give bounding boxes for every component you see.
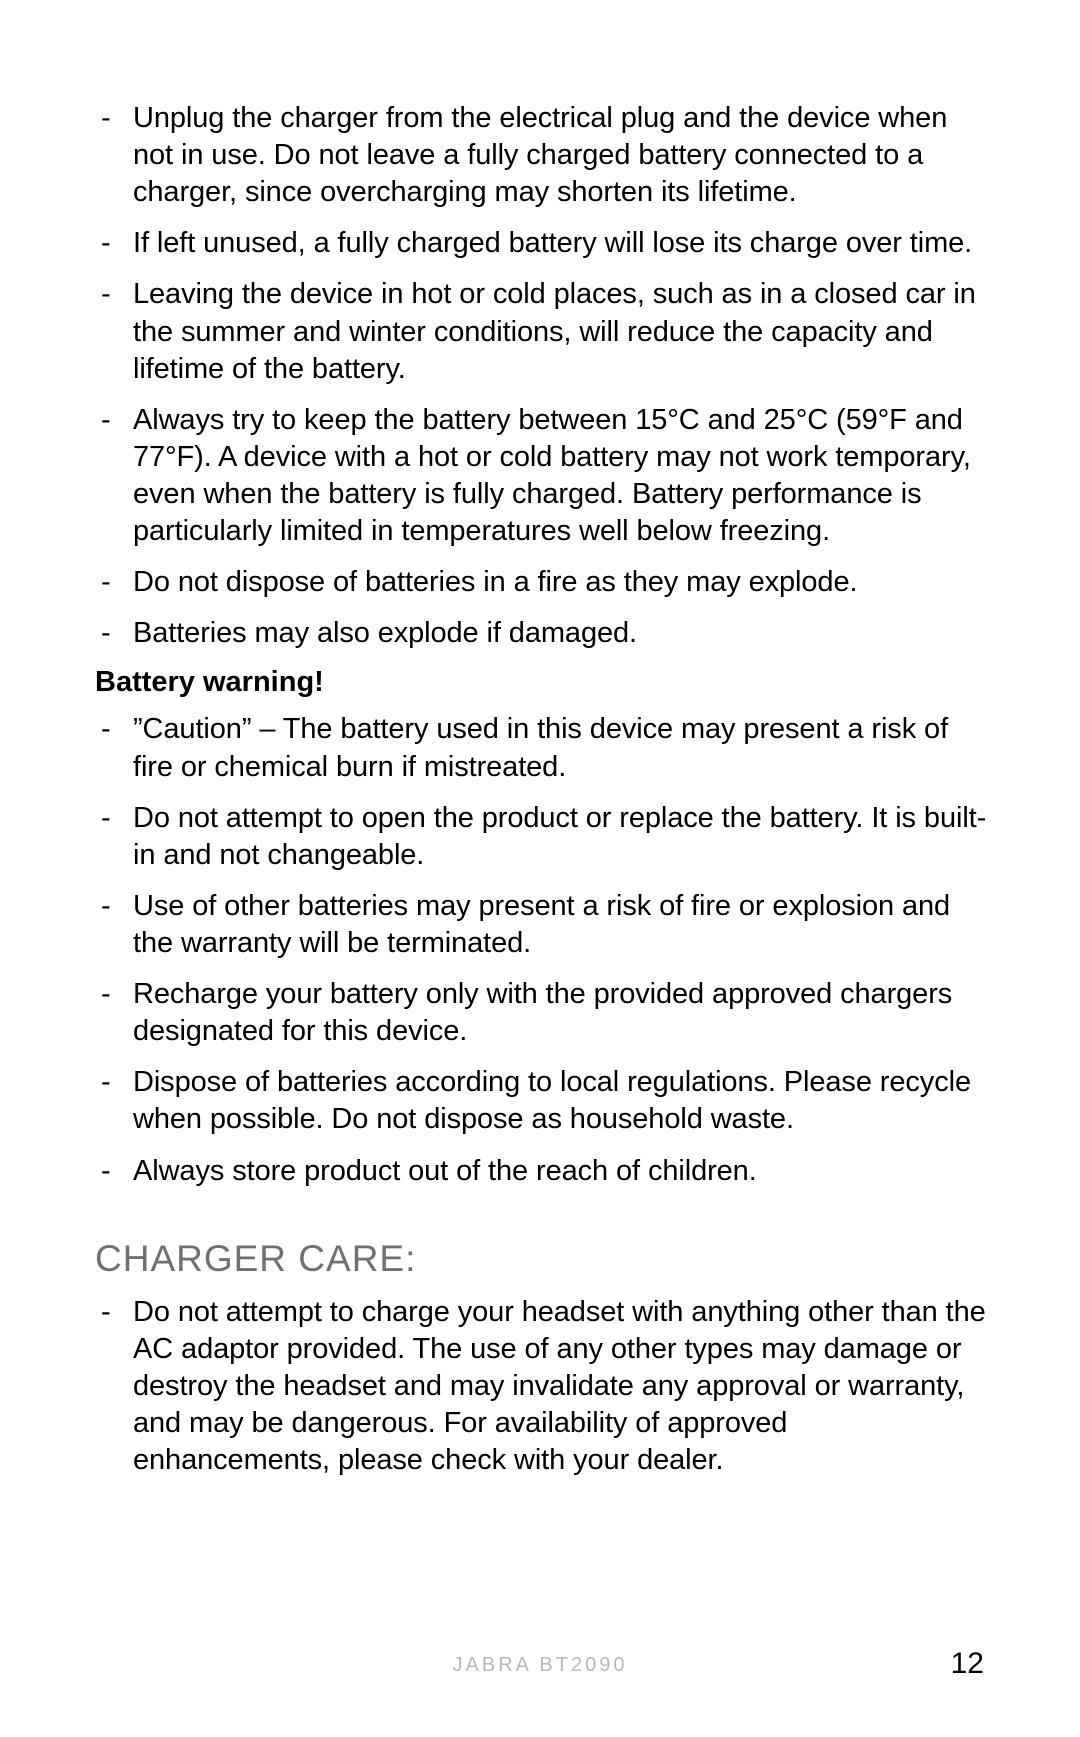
list-item: If left unused, a fully charged battery … <box>95 225 990 262</box>
list-item: Do not dispose of batteries in a fire as… <box>95 564 990 601</box>
list-item: Always try to keep the battery between 1… <box>95 402 990 550</box>
list-item: Dispose of batteries according to local … <box>95 1064 990 1138</box>
list-item: Batteries may also explode if damaged. <box>95 615 990 652</box>
battery-warning-list: ”Caution” – The battery used in this dev… <box>95 711 990 1189</box>
charger-care-list: Do not attempt to charge your headset wi… <box>95 1294 990 1480</box>
footer-page-number: 12 <box>951 1647 984 1681</box>
list-item: ”Caution” – The battery used in this dev… <box>95 711 990 785</box>
battery-warning-heading: Battery warning! <box>95 666 990 699</box>
list-item: Always store product out of the reach of… <box>95 1153 990 1190</box>
list-item: Do not attempt to open the product or re… <box>95 800 990 874</box>
manual-page: Unplug the charger from the electrical p… <box>0 0 1080 1737</box>
list-item: Use of other batteries may present a ris… <box>95 888 990 962</box>
list-item: Do not attempt to charge your headset wi… <box>95 1294 990 1480</box>
battery-care-list: Unplug the charger from the electrical p… <box>95 100 990 652</box>
page-footer: JABRA BT2090 12 <box>0 1654 1080 1677</box>
list-item: Recharge your battery only with the prov… <box>95 976 990 1050</box>
charger-care-title: CHARGER CARE: <box>95 1238 990 1280</box>
list-item: Unplug the charger from the electrical p… <box>95 100 990 211</box>
list-item: Leaving the device in hot or cold places… <box>95 276 990 387</box>
footer-product-name: JABRA BT2090 <box>96 1654 984 1677</box>
